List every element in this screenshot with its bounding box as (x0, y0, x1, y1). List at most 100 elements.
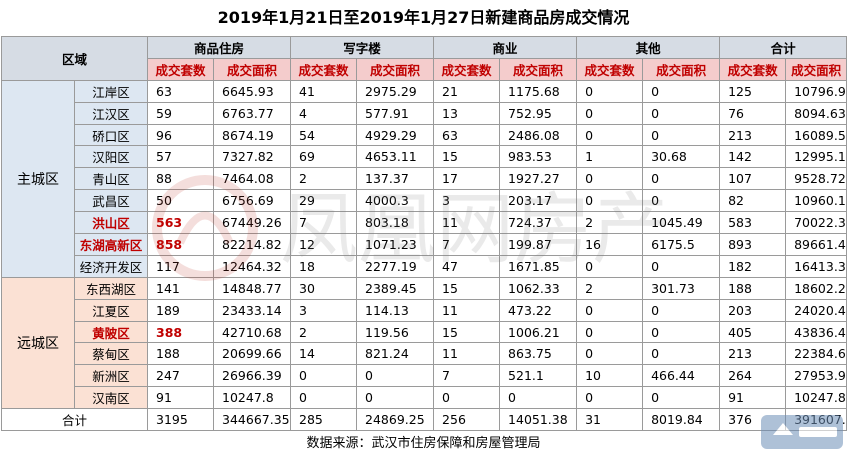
data-cell: 96 (147, 123, 215, 147)
data-cell: 10247.8 (213, 386, 292, 410)
district-name: 黄陂区 (73, 320, 149, 344)
region-header: 区域 (0, 36, 149, 81)
total-cell: 31 (576, 408, 644, 432)
data-cell: 16 (576, 233, 644, 256)
data-cell: 30 (290, 276, 358, 300)
data-cell: 91 (147, 386, 215, 410)
area-header: 成交面积 (642, 57, 721, 81)
data-source: 数据来源：武汉市住房保障和房屋管理局 (306, 436, 541, 451)
data-cell: 1 (576, 145, 644, 169)
district-name: 硚口区 (73, 123, 149, 147)
data-cell: 188 (147, 342, 215, 366)
data-cell: 863.75 (499, 342, 578, 366)
total-cell: 24869.25 (356, 408, 435, 432)
data-cell: 301.73 (642, 276, 721, 300)
data-cell: 0 (642, 254, 721, 278)
data-cell: 4 (290, 101, 358, 125)
data-cell: 0 (576, 342, 644, 366)
total-label: 合计 (0, 408, 149, 432)
data-cell: 22384.65 (785, 342, 847, 366)
data-cell: 0 (356, 386, 435, 410)
data-cell: 1006.21 (499, 320, 578, 344)
data-cell: 6175.5 (642, 233, 721, 256)
data-cell: 7464.08 (213, 167, 292, 191)
data-cell: 88 (147, 167, 215, 191)
area-header: 成交面积 (785, 57, 847, 81)
data-cell: 3 (433, 189, 501, 213)
transaction-table: 区域 商品住房 写字楼 商业 其他 合计 成交套数 成交面积 成交套数 成交面积… (0, 36, 847, 432)
data-cell: 264 (719, 364, 787, 388)
data-cell: 15 (433, 276, 501, 300)
data-cell: 43836.45 (785, 320, 847, 344)
district-name: 新洲区 (73, 364, 149, 388)
table-row: 经济开发区 117 12464.32 18 2277.19 47 1671.85 0 0 182 1… (2, 254, 847, 278)
data-cell: 47 (433, 254, 501, 278)
data-cell: 69 (290, 145, 358, 169)
data-cell: 137.37 (356, 167, 435, 191)
data-cell: 12 (290, 233, 358, 256)
total-cell: 376 (719, 408, 787, 432)
data-cell: 0 (642, 101, 721, 125)
data-cell: 82214.82 (213, 233, 292, 256)
table-row: 黄陂区 388 42710.68 2 119.56 15 1006.21 0 0 405 43836… (2, 320, 847, 344)
data-cell: 0 (642, 386, 721, 410)
data-cell: 4653.11 (356, 145, 435, 169)
data-cell: 0 (576, 298, 644, 322)
data-cell: 20699.66 (213, 342, 292, 366)
data-cell: 213 (719, 123, 787, 147)
group-header: 其他 (576, 36, 721, 59)
district-name: 江汉区 (73, 101, 149, 125)
data-cell: 203.17 (499, 189, 578, 213)
data-cell: 2486.08 (499, 123, 578, 147)
subheader-row: 成交套数 成交面积 成交套数 成交面积 成交套数 成交面积 成交套数 成交面积 … (2, 57, 847, 81)
district-name: 汉阳区 (73, 145, 149, 169)
data-cell: 91 (719, 386, 787, 410)
data-cell: 1927.27 (499, 167, 578, 191)
data-cell: 1671.85 (499, 254, 578, 278)
data-cell: 7327.82 (213, 145, 292, 169)
group-header: 合计 (719, 36, 847, 59)
table-row: 硚口区 96 8674.19 54 4929.29 63 2486.08 0 0 213 16089… (2, 123, 847, 147)
data-cell: 1071.23 (356, 233, 435, 256)
data-cell: 0 (576, 386, 644, 410)
data-cell: 0 (576, 320, 644, 344)
data-cell: 10960.19 (785, 189, 847, 213)
data-cell: 18 (290, 254, 358, 278)
data-cell: 24020.49 (785, 298, 847, 322)
data-cell: 50 (147, 189, 215, 213)
data-cell: 182 (719, 254, 787, 278)
data-cell: 18602.28 (785, 276, 847, 300)
district-name: 汉南区 (73, 386, 149, 410)
data-cell: 0 (642, 298, 721, 322)
data-cell: 583 (719, 211, 787, 235)
data-cell: 521.1 (499, 364, 578, 388)
area-header: 成交面积 (356, 57, 435, 81)
data-cell: 10247.8 (785, 386, 847, 410)
data-cell: 117 (147, 254, 215, 278)
data-cell: 54 (290, 123, 358, 147)
data-cell: 4000.3 (356, 189, 435, 213)
data-cell: 125 (719, 79, 787, 103)
area-header: 成交面积 (213, 57, 292, 81)
data-cell: 2 (290, 167, 358, 191)
data-cell: 405 (719, 320, 787, 344)
table-row: 青山区 88 7464.08 2 137.37 17 1927.27 0 0 107 9528.72 (2, 167, 847, 191)
data-cell: 858 (147, 233, 215, 256)
data-cell: 119.56 (356, 320, 435, 344)
data-cell: 4929.29 (356, 123, 435, 147)
table-row: 远城区 东西湖区 141 14848.77 30 2389.45 15 1062.33 2 301… (1, 276, 847, 410)
data-cell: 803.18 (356, 211, 435, 235)
table-row: 江夏区 189 23433.14 3 114.13 11 473.22 0 0 203 24020.… (2, 298, 847, 322)
data-cell: 11 (433, 342, 501, 366)
data-cell: 10796.9 (785, 79, 847, 103)
data-cell: 15 (433, 320, 501, 344)
data-cell: 1045.49 (642, 211, 721, 235)
data-cell: 16089.56 (785, 123, 847, 147)
group-header: 商业 (433, 36, 578, 59)
data-cell: 0 (642, 342, 721, 366)
district-name: 蔡甸区 (73, 342, 149, 366)
data-cell: 0 (290, 386, 358, 410)
data-cell: 70022.3 (785, 211, 847, 235)
data-cell: 7 (433, 364, 501, 388)
